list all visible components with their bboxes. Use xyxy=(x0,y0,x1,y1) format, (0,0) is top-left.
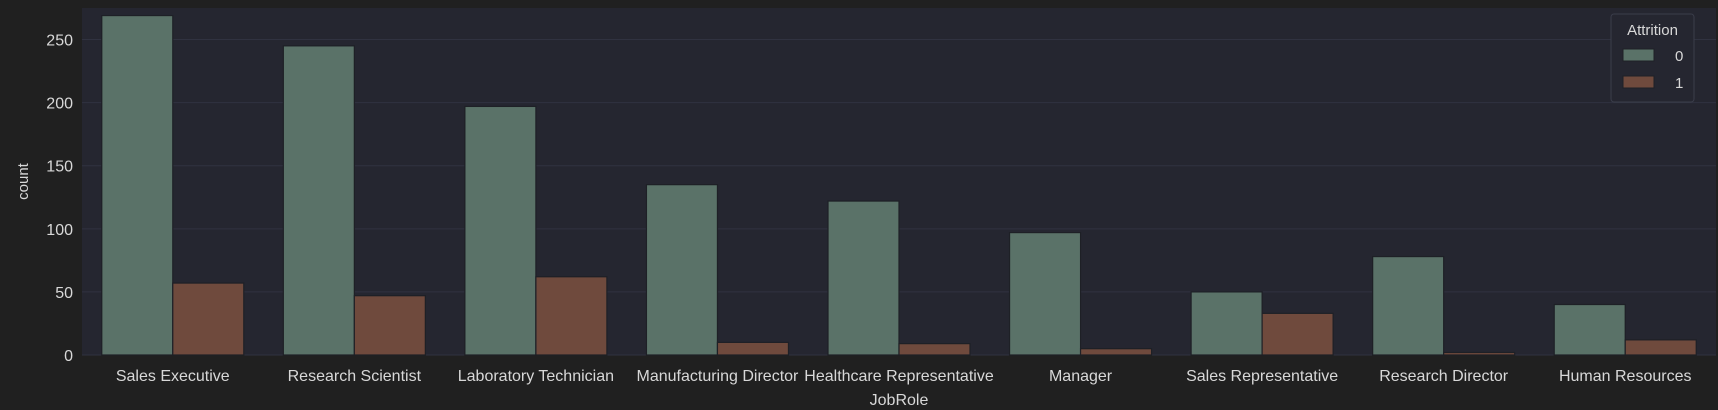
bar-research-director-attrition-1 xyxy=(1443,351,1516,356)
bar-sales-executive-attrition-0 xyxy=(101,14,174,356)
y-tick-label-0: 0 xyxy=(64,348,73,365)
x-tick-label-laboratory-technician: Laboratory Technician xyxy=(458,368,614,385)
y-axis-label: count xyxy=(15,162,32,200)
bar-human-resources-attrition-0 xyxy=(1553,303,1626,356)
x-tick-label-manager: Manager xyxy=(1049,368,1113,385)
x-tick-label-sales-executive: Sales Executive xyxy=(116,368,230,385)
bar-research-scientist-attrition-1 xyxy=(353,295,426,356)
bar-research-scientist-attrition-0 xyxy=(282,45,355,356)
x-tick-label-healthcare-representative: Healthcare Representative xyxy=(804,368,994,385)
x-tick-label-human-resources: Human Resources xyxy=(1559,368,1692,385)
y-tick-label-100: 100 xyxy=(46,222,73,239)
legend-swatch-attrition-0 xyxy=(1622,48,1655,62)
bar-human-resources-attrition-1 xyxy=(1624,339,1697,356)
legend-swatch-attrition-1 xyxy=(1622,75,1655,89)
bar-manufacturing-director-attrition-1 xyxy=(716,341,790,356)
bar-sales-representative-attrition-0 xyxy=(1190,291,1263,356)
ticks: 0 50 100 150 200 250 Sales Executive Research S… xyxy=(46,33,1691,385)
bar-manager-attrition-0 xyxy=(1008,232,1082,356)
legend-title: Attrition xyxy=(1627,22,1678,39)
bar-sales-executive-attrition-1 xyxy=(172,282,245,356)
y-tick-label-50: 50 xyxy=(55,285,73,302)
bar-research-director-attrition-0 xyxy=(1372,255,1445,356)
bar-laboratory-technician-attrition-1 xyxy=(535,276,608,356)
legend-label-attrition-1: 1 xyxy=(1675,75,1683,92)
bar-manufacturing-director-attrition-0 xyxy=(645,184,719,356)
x-tick-label-research-scientist: Research Scientist xyxy=(288,368,422,385)
legend: Attrition 0 1 xyxy=(1610,13,1695,103)
x-tick-label-manufacturing-director: Manufacturing Director xyxy=(637,368,800,385)
bar-healthcare-representative-attrition-0 xyxy=(827,200,900,356)
y-tick-label-200: 200 xyxy=(46,96,73,113)
x-tick-label-sales-representative: Sales Representative xyxy=(1186,368,1338,385)
bar-laboratory-technician-attrition-0 xyxy=(464,105,537,356)
bars xyxy=(101,14,1697,356)
x-axis-label: JobRole xyxy=(870,392,929,409)
y-tick-label-250: 250 xyxy=(46,33,73,50)
bar-sales-representative-attrition-1 xyxy=(1261,312,1334,356)
x-tick-label-research-director: Research Director xyxy=(1379,368,1509,385)
y-tick-label-150: 150 xyxy=(46,159,73,176)
bar-manager-attrition-1 xyxy=(1079,348,1153,356)
legend-label-attrition-0: 0 xyxy=(1675,48,1683,65)
bar-healthcare-representative-attrition-1 xyxy=(898,343,971,356)
